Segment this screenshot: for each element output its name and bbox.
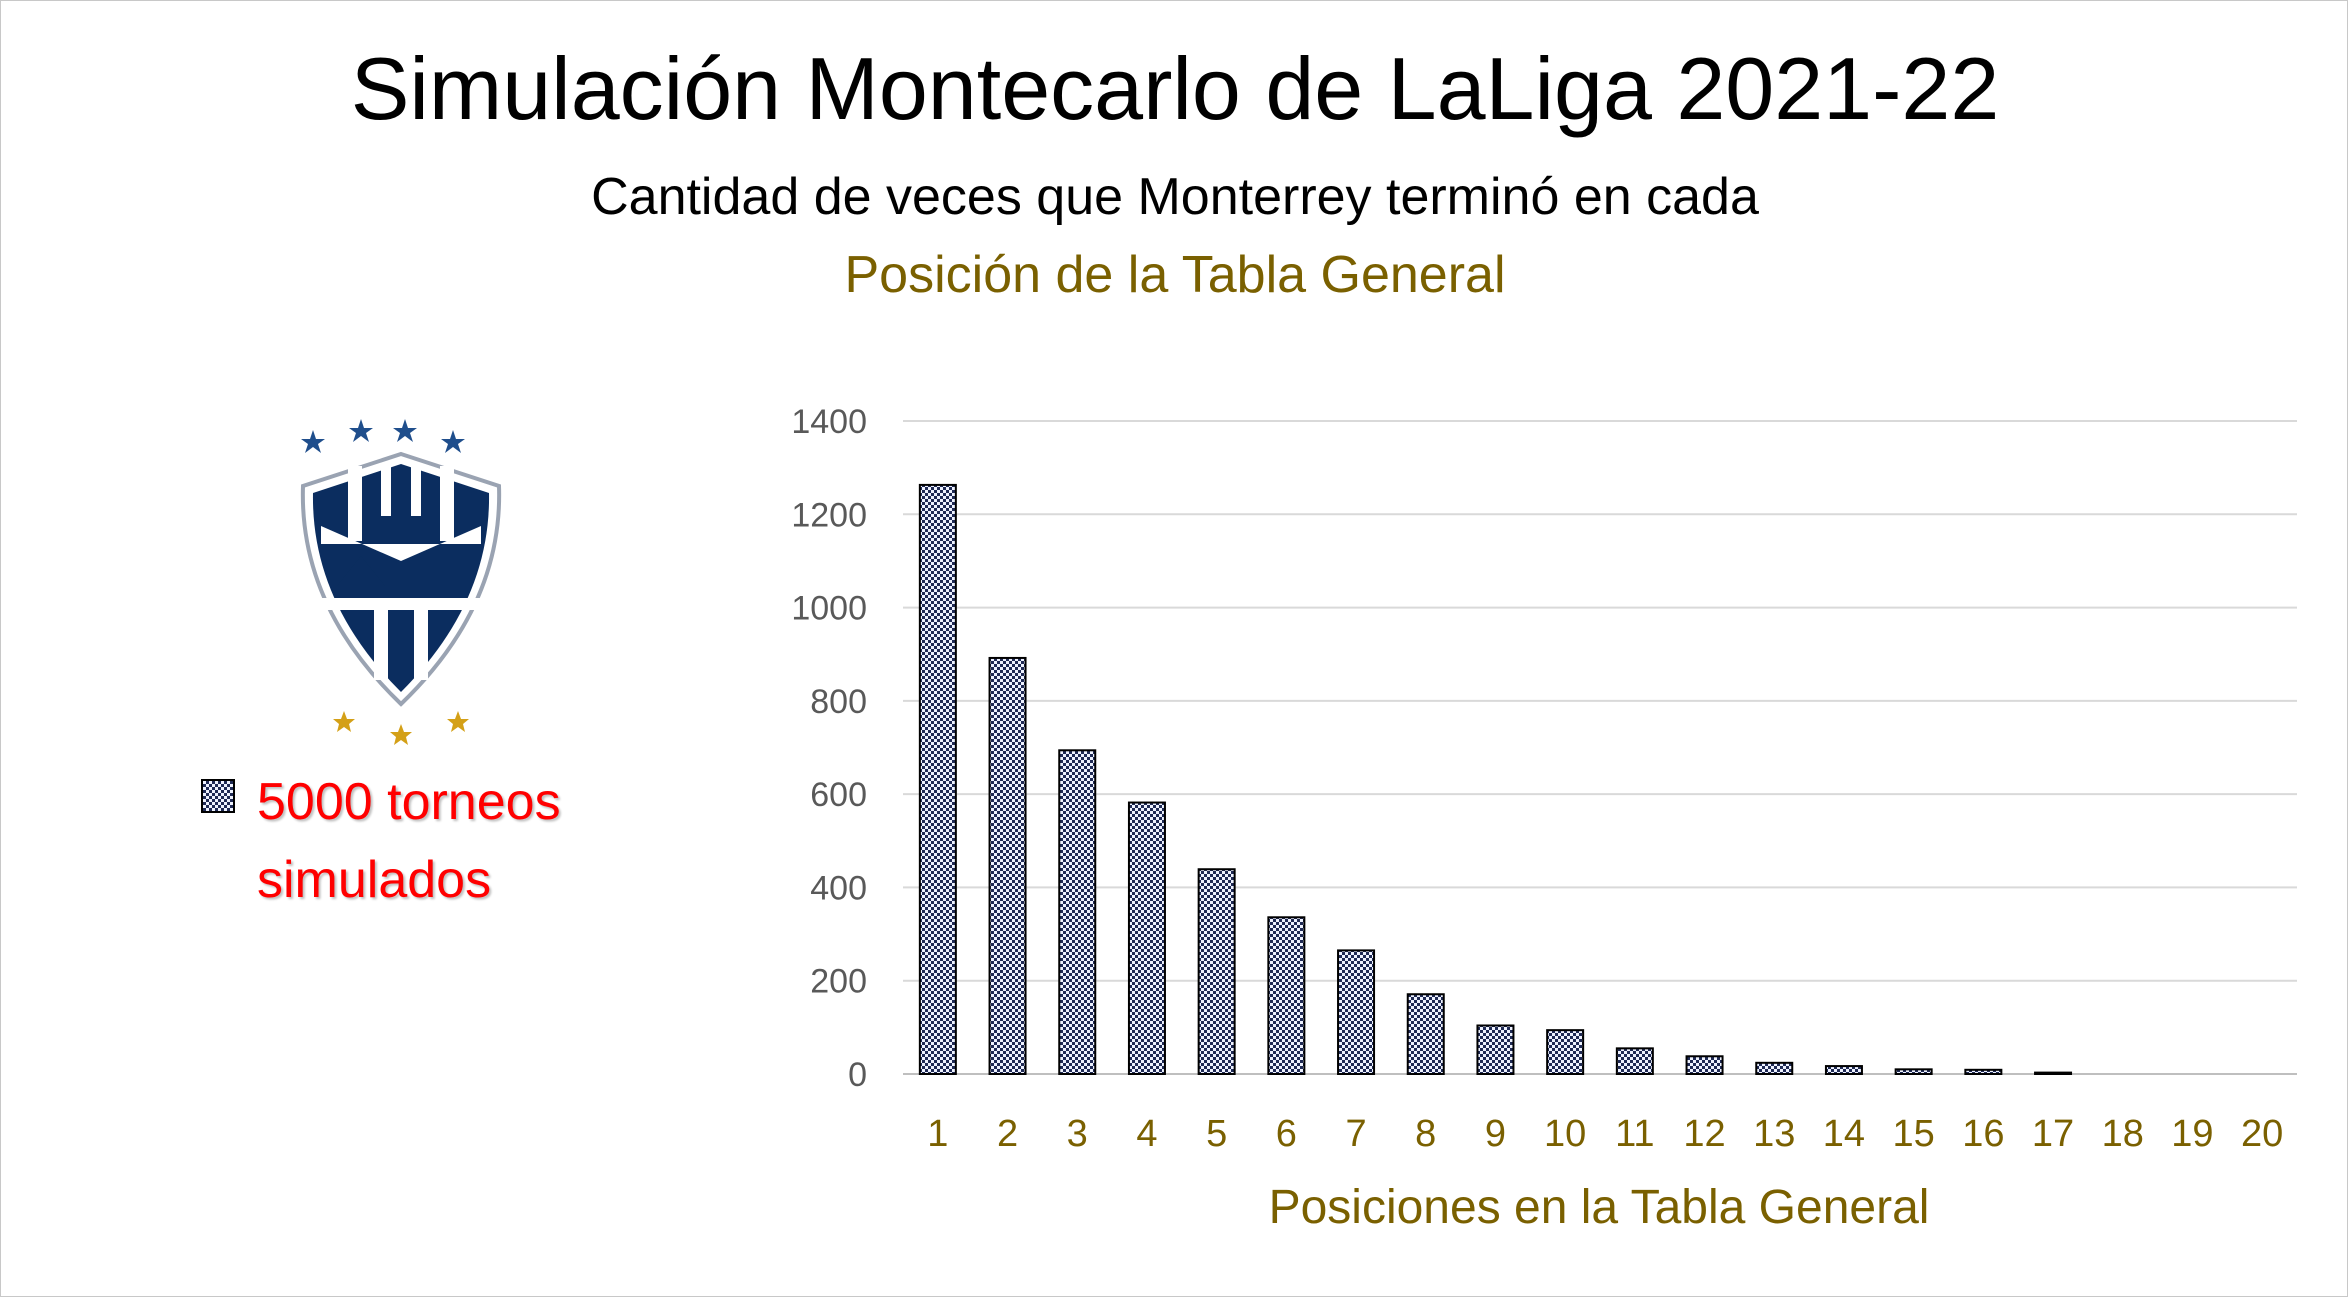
- page-title: Simulación Montecarlo de LaLiga 2021-22: [350, 39, 2000, 138]
- x-tick-label: 19: [2171, 1113, 2213, 1155]
- x-tick-label: 3: [1067, 1113, 1088, 1155]
- x-tick-label: 1: [927, 1113, 948, 1155]
- x-tick-label: 17: [2032, 1113, 2074, 1155]
- bar: [1197, 868, 1236, 1075]
- x-tick-label: 7: [1345, 1113, 1366, 1155]
- monterrey-crest-icon: [300, 419, 502, 745]
- bar: [918, 483, 957, 1076]
- bar: [1894, 1068, 1933, 1075]
- star-icon: [333, 711, 355, 732]
- bar: [1964, 1068, 2003, 1075]
- x-tick-label: 11: [1615, 1113, 1654, 1155]
- bar: [1406, 993, 1445, 1076]
- x-tick-label: 10: [1544, 1113, 1586, 1155]
- x-tick-label: 16: [1962, 1113, 2004, 1155]
- checkered-swatch-icon: [201, 779, 235, 813]
- bar: [1685, 1055, 1724, 1076]
- bars: [918, 483, 2073, 1076]
- x-tick-label: 18: [2102, 1113, 2144, 1155]
- bar: [1615, 1047, 1654, 1076]
- y-tick-label: 400: [810, 869, 867, 907]
- star-icon: [349, 419, 373, 442]
- star-icon: [441, 430, 465, 453]
- x-tick-label: 2: [997, 1113, 1018, 1155]
- x-tick-label: 8: [1415, 1113, 1436, 1155]
- x-tick-label: 9: [1485, 1113, 1506, 1155]
- grid-lines: [903, 420, 2297, 1075]
- x-tick-label: 4: [1136, 1113, 1157, 1155]
- x-axis-label: Posiciones en la Tabla General: [1269, 1181, 1930, 1234]
- bar: [1476, 1024, 1515, 1076]
- bar: [1546, 1029, 1585, 1076]
- bar: [988, 656, 1027, 1076]
- x-tick-label: 6: [1276, 1113, 1297, 1155]
- bar: [2034, 1071, 2073, 1075]
- x-tick-label: 20: [2241, 1113, 2283, 1155]
- y-axis-ticks: 0 200 400 600 800 1000 1200 1400: [791, 403, 867, 1094]
- star-icon: [447, 711, 469, 732]
- x-tick-label: 12: [1683, 1113, 1725, 1155]
- star-icon: [390, 724, 412, 745]
- y-tick-label: 1400: [791, 403, 867, 441]
- star-icon: [301, 430, 325, 453]
- chart-subtitle-highlight: Posición de la Tabla General: [844, 246, 1506, 304]
- bar: [1824, 1065, 1863, 1075]
- bar: [1127, 801, 1166, 1075]
- bar: [1058, 749, 1097, 1075]
- y-tick-label: 1200: [791, 496, 867, 534]
- x-tick-label: 15: [1893, 1113, 1935, 1155]
- bar: [1337, 949, 1376, 1075]
- x-tick-label: 13: [1753, 1113, 1795, 1155]
- y-tick-label: 0: [848, 1056, 867, 1094]
- x-axis-ticks: 1 2 3 4 5 6 7 8 9 10 11 12 13 14 15 16 17 18 19 20: [927, 1113, 2283, 1155]
- y-tick-label: 1000: [791, 590, 867, 628]
- legend-label: 5000 torneos simulados: [257, 773, 561, 909]
- bar: [1267, 916, 1306, 1076]
- chart-subtitle: Cantidad de veces que Monterrey terminó …: [591, 168, 1759, 226]
- x-tick-label: 5: [1206, 1113, 1227, 1155]
- y-tick-label: 200: [810, 963, 867, 1001]
- star-icon: [393, 419, 417, 442]
- y-tick-label: 800: [810, 683, 867, 721]
- y-tick-label: 600: [810, 776, 867, 814]
- x-tick-label: 14: [1823, 1113, 1865, 1155]
- bar: [1755, 1061, 1794, 1075]
